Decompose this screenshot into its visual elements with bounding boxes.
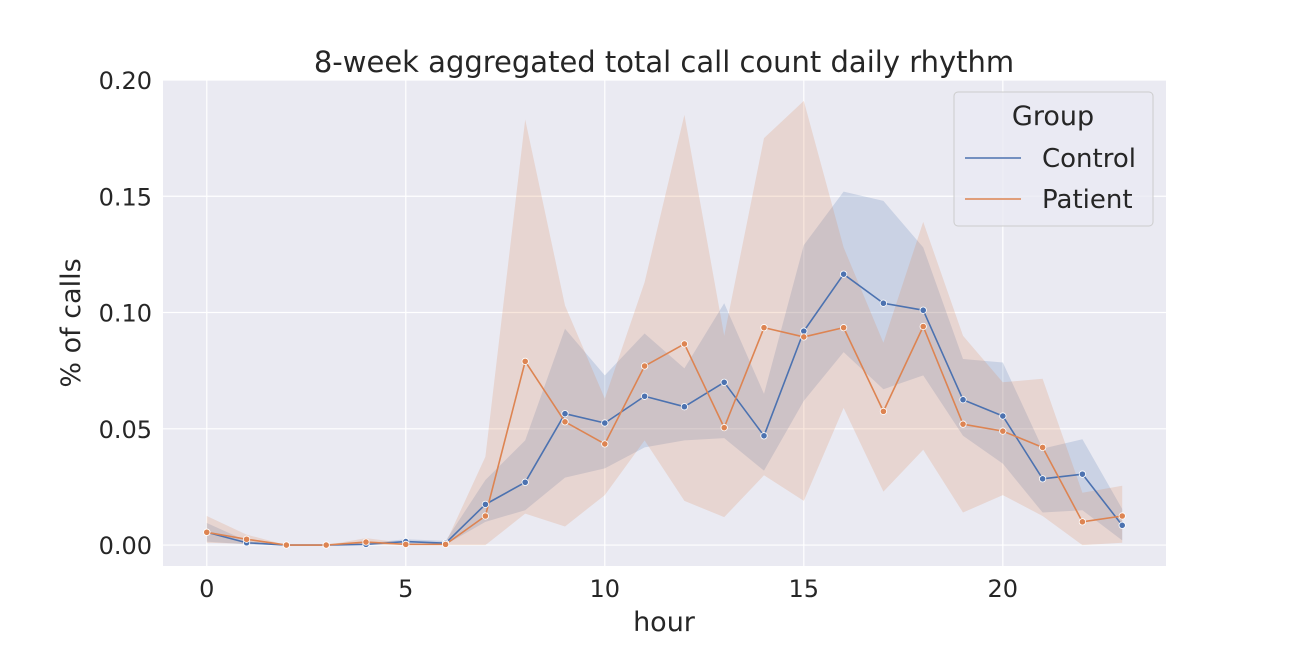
data-point-control bbox=[959, 396, 967, 404]
data-point-control bbox=[760, 432, 768, 440]
data-point-patient bbox=[680, 340, 689, 348]
series-markers bbox=[203, 270, 1126, 549]
x-tick-label: 5 bbox=[398, 575, 413, 603]
data-point-patient bbox=[800, 333, 808, 341]
data-point-patient bbox=[521, 357, 529, 365]
legend-box bbox=[953, 91, 1154, 227]
series-line-control bbox=[206, 273, 1123, 546]
ci-band-patient bbox=[206, 100, 1123, 546]
y-axis-label: % of calls bbox=[56, 258, 87, 387]
data-point-control bbox=[521, 478, 529, 486]
data-point-control bbox=[720, 378, 728, 386]
data-point-patient bbox=[601, 440, 609, 448]
data-point-control bbox=[680, 403, 689, 411]
y-tick-label: 0.20 bbox=[99, 67, 152, 95]
data-point-control bbox=[1078, 470, 1087, 478]
confidence-bands bbox=[206, 100, 1123, 546]
y-tick-label: 0.10 bbox=[99, 300, 152, 328]
data-point-patient bbox=[203, 528, 211, 536]
legend-label-control: Control bbox=[1042, 144, 1136, 174]
y-tick-labels: 0.00 0.05 0.10 0.15 0.20 bbox=[99, 67, 152, 560]
data-point-control bbox=[919, 306, 927, 314]
y-tick-label: 0.05 bbox=[99, 416, 152, 444]
data-point-patient bbox=[760, 324, 768, 332]
data-point-patient bbox=[362, 538, 370, 546]
legend: Group Control Patient bbox=[953, 91, 1154, 227]
data-point-patient bbox=[879, 407, 888, 415]
data-point-patient bbox=[242, 535, 251, 543]
legend-label-patient: Patient bbox=[1042, 185, 1133, 215]
x-tick-label: 20 bbox=[988, 575, 1019, 603]
legend-title: Group bbox=[1012, 101, 1094, 132]
data-point-patient bbox=[999, 427, 1007, 435]
data-point-patient bbox=[561, 418, 569, 426]
data-point-control bbox=[1039, 475, 1047, 483]
data-point-patient bbox=[402, 540, 410, 548]
y-tick-label: 0.00 bbox=[99, 532, 152, 560]
series-line-patient bbox=[206, 325, 1123, 546]
data-point-patient bbox=[840, 324, 848, 332]
x-axis-label: hour bbox=[633, 607, 696, 638]
data-point-patient bbox=[1078, 518, 1087, 526]
data-point-patient bbox=[720, 424, 728, 432]
data-point-patient bbox=[1118, 512, 1126, 520]
gridlines bbox=[163, 79, 1166, 566]
y-tick-label: 0.15 bbox=[99, 183, 152, 211]
series-lines bbox=[206, 273, 1123, 546]
data-point-patient bbox=[322, 541, 330, 549]
data-point-control bbox=[879, 299, 888, 307]
data-point-patient bbox=[959, 420, 967, 428]
data-point-control bbox=[1118, 521, 1126, 529]
data-point-control bbox=[640, 392, 649, 400]
data-point-patient bbox=[282, 541, 290, 549]
x-tick-label: 10 bbox=[590, 575, 621, 603]
data-point-patient bbox=[441, 540, 450, 548]
data-point-control bbox=[481, 500, 489, 508]
ci-band-control bbox=[206, 191, 1123, 546]
data-point-patient bbox=[919, 322, 927, 331]
data-point-patient bbox=[640, 362, 649, 370]
data-point-control bbox=[601, 419, 609, 427]
data-point-patient bbox=[1039, 443, 1047, 452]
x-tick-label: 0 bbox=[199, 575, 214, 603]
data-point-patient bbox=[481, 512, 489, 520]
x-tick-label: 15 bbox=[789, 575, 820, 603]
x-tick-labels: 0 5 10 15 20 bbox=[199, 575, 1018, 603]
data-point-control bbox=[840, 270, 848, 278]
data-point-control bbox=[999, 412, 1007, 420]
chart-title: 8-week aggregated total call count daily… bbox=[314, 45, 1014, 79]
data-point-control bbox=[561, 410, 569, 418]
